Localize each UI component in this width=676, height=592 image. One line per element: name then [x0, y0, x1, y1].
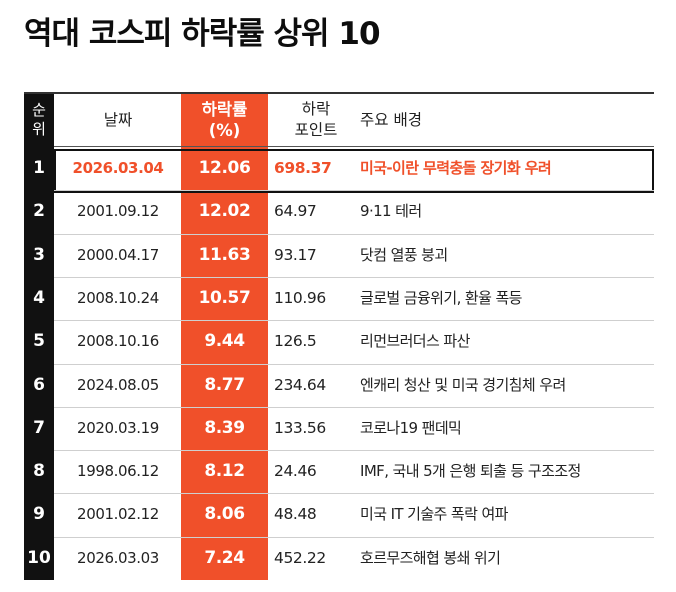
points-cell: 64.97	[274, 202, 317, 221]
rank-cell: 10	[27, 547, 51, 568]
rate-cell: 11.63	[198, 244, 251, 265]
rank-cell: 4	[33, 287, 45, 308]
row-separator	[54, 493, 654, 495]
rank-cell: 7	[33, 417, 45, 438]
date-cell: 2008.10.24	[77, 288, 159, 307]
rate-cell: 7.24	[204, 547, 245, 568]
background-cell: 미국 IT 기술주 폭락 여파	[360, 505, 508, 524]
background-cell: 호르무즈해협 봉쇄 위기	[360, 548, 501, 567]
background-cell: 미국-이란 무력충돌 장기화 우려	[360, 159, 552, 177]
rate-cell: 12.02	[198, 201, 251, 222]
header-points: 하락 포인트	[294, 100, 338, 139]
date-cell: 2026.03.03	[77, 548, 159, 567]
chart-title: 역대 코스피 하락률 상위 10	[24, 16, 381, 52]
points-cell: 133.56	[274, 418, 326, 437]
rate-cell: 9.44	[204, 331, 245, 352]
header-divider	[54, 146, 654, 147]
row-separator	[54, 276, 654, 278]
row-separator	[54, 190, 654, 192]
background-cell: 글로벌 금융위기, 환율 폭등	[360, 288, 522, 307]
date-cell: 1998.06.12	[77, 462, 159, 481]
background-cell: 코로나19 팬데믹	[360, 418, 462, 437]
rate-cell: 8.12	[204, 461, 245, 482]
rate-cell: 8.77	[204, 374, 245, 395]
date-cell: 2000.04.17	[77, 245, 159, 264]
background-cell: 9·11 테러	[360, 202, 422, 221]
points-cell: 48.48	[274, 505, 317, 524]
row-separator	[54, 536, 654, 538]
rate-column-background	[181, 92, 268, 580]
rate-cell: 8.39	[204, 417, 245, 438]
date-cell: 2020.03.19	[77, 418, 159, 437]
rank-cell: 1	[33, 158, 45, 178]
points-cell: 234.64	[274, 375, 326, 394]
rank-cell: 5	[33, 331, 45, 352]
background-cell: 엔캐리 청산 및 미국 경기침체 우려	[360, 375, 566, 394]
date-cell: 2024.08.05	[77, 375, 159, 394]
rank-cell: 8	[33, 461, 45, 482]
rank-column-background	[24, 94, 54, 580]
background-cell: IMF, 국내 5개 은행 퇴출 등 구조조정	[360, 462, 581, 481]
rate-cell: 12.06	[198, 158, 251, 178]
row-separator	[54, 320, 654, 322]
points-cell: 126.5	[274, 332, 317, 351]
row-separator	[54, 233, 654, 235]
rank-cell: 9	[33, 504, 45, 525]
header-rate: 하락률 (%)	[201, 100, 248, 140]
background-cell: 닷컴 열풍 붕괴	[360, 245, 448, 264]
highlight-row-frame	[54, 149, 654, 193]
rank-cell: 6	[33, 374, 45, 395]
background-cell: 리먼브러더스 파산	[360, 332, 470, 351]
rate-cell: 10.57	[198, 287, 251, 308]
points-cell: 452.22	[274, 548, 326, 567]
points-cell: 110.96	[274, 288, 326, 307]
points-cell: 93.17	[274, 245, 317, 264]
row-separator	[54, 363, 654, 365]
date-cell: 2008.10.16	[77, 332, 159, 351]
header-date: 날짜	[103, 110, 133, 129]
rank-cell: 2	[33, 201, 45, 222]
date-cell: 2026.03.04	[72, 159, 164, 177]
rank-cell: 3	[33, 244, 45, 265]
row-separator	[54, 406, 654, 408]
points-cell: 698.37	[274, 159, 332, 177]
row-separator	[54, 450, 654, 452]
header-background: 주요 배경	[360, 110, 422, 129]
date-cell: 2001.02.12	[77, 505, 159, 524]
date-cell: 2001.09.12	[77, 202, 159, 221]
table-top-border	[24, 92, 654, 94]
points-cell: 24.46	[274, 462, 317, 481]
rate-cell: 8.06	[204, 504, 245, 525]
